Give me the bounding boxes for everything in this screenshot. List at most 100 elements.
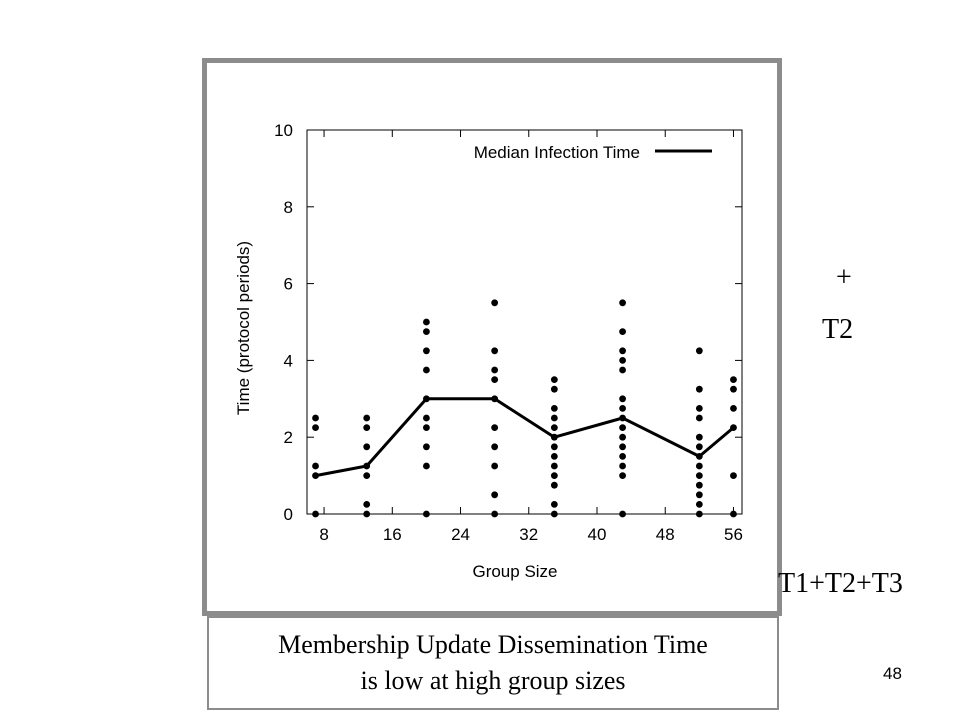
data-point	[423, 510, 430, 518]
data-point	[423, 366, 430, 374]
data-point	[619, 510, 626, 518]
x-axis-label: Group Size	[472, 562, 557, 581]
data-point	[695, 385, 703, 393]
data-point	[491, 462, 499, 470]
data-point	[423, 462, 430, 470]
data-point	[695, 443, 703, 451]
data-point	[363, 424, 371, 431]
data-point	[730, 510, 737, 518]
data-point	[423, 347, 430, 355]
x-tick-label: 40	[588, 525, 607, 544]
plus-sign: +	[836, 262, 852, 293]
data-point	[491, 366, 499, 374]
data-point	[619, 357, 626, 364]
data-point	[363, 472, 371, 479]
data-point	[363, 414, 371, 422]
data-point	[423, 328, 430, 335]
data-point	[619, 453, 626, 460]
data-point	[312, 414, 319, 422]
data-point	[695, 491, 703, 499]
data-point	[619, 299, 626, 307]
x-tick-label: 24	[451, 525, 470, 544]
data-point	[491, 443, 499, 451]
data-point	[550, 501, 558, 508]
data-point	[619, 443, 626, 451]
data-point	[550, 385, 558, 393]
data-point	[550, 443, 558, 451]
data-point	[619, 366, 626, 374]
plot-border	[306, 129, 743, 515]
y-tick-label: 4	[284, 351, 293, 370]
data-point	[695, 501, 703, 508]
y-axis-label: Time (protocol periods)	[234, 241, 253, 415]
x-tick-label: 8	[319, 525, 328, 544]
data-point	[730, 405, 737, 412]
t-sum-label: T1+T2+T3	[778, 568, 903, 599]
data-point	[619, 462, 626, 470]
data-point	[619, 472, 626, 479]
data-point	[619, 405, 626, 412]
data-point	[550, 453, 558, 460]
data-point	[363, 501, 371, 508]
data-point	[423, 443, 430, 451]
x-tick-label: 48	[656, 525, 675, 544]
data-point	[730, 385, 737, 393]
data-point	[695, 347, 703, 355]
data-point	[423, 318, 430, 326]
data-point	[695, 472, 703, 479]
legend-label: Median Infection Time	[474, 143, 640, 162]
data-point	[550, 472, 558, 479]
data-point	[550, 424, 558, 431]
data-point	[695, 481, 703, 489]
data-point	[619, 395, 626, 403]
x-tick-label: 32	[519, 525, 538, 544]
y-tick-label: 10	[274, 121, 293, 140]
data-point	[491, 347, 499, 355]
data-point	[730, 472, 737, 479]
caption-box: Membership Update Dissemination Time is …	[207, 616, 779, 710]
data-point	[363, 510, 371, 518]
chart-points	[312, 299, 737, 518]
data-point	[550, 481, 558, 489]
chart-axes	[306, 129, 743, 515]
caption-line-1: Membership Update Dissemination Time	[278, 630, 708, 659]
chart-line	[315, 397, 735, 478]
data-point	[312, 510, 319, 518]
x-tick-label: 16	[383, 525, 402, 544]
page-number: 48	[883, 664, 902, 683]
data-point	[695, 405, 703, 412]
x-tick-label: 56	[724, 525, 743, 544]
data-point	[423, 424, 430, 431]
data-point	[619, 347, 626, 355]
median-line	[315, 397, 735, 478]
chart-frame: 0 2 4 6 8 10 8 16 24 32 40 48 56 Median Infection Ti…	[202, 58, 782, 616]
data-point	[423, 414, 430, 422]
data-point	[550, 405, 558, 412]
y-tick-label: 8	[284, 198, 293, 217]
data-point	[550, 510, 558, 518]
data-point	[312, 424, 319, 431]
data-point	[730, 376, 737, 383]
y-tick-label: 6	[284, 275, 293, 294]
caption-line-2: is low at high group sizes	[360, 666, 626, 695]
t2-label: T2	[822, 314, 854, 345]
data-point	[491, 424, 499, 431]
data-point	[695, 414, 703, 422]
data-point	[491, 510, 499, 518]
data-point	[695, 510, 703, 518]
data-point	[695, 433, 703, 441]
data-point	[619, 328, 626, 335]
y-tick-label: 0	[284, 505, 293, 524]
data-point	[619, 424, 626, 431]
data-point	[491, 491, 499, 499]
y-tick-label: 2	[284, 428, 293, 447]
data-point	[363, 443, 371, 451]
chart-legend: Median Infection Time	[474, 143, 712, 162]
data-point	[619, 433, 626, 441]
data-point	[312, 462, 319, 470]
data-point	[695, 462, 703, 470]
data-point	[491, 376, 499, 383]
data-point	[550, 462, 558, 470]
